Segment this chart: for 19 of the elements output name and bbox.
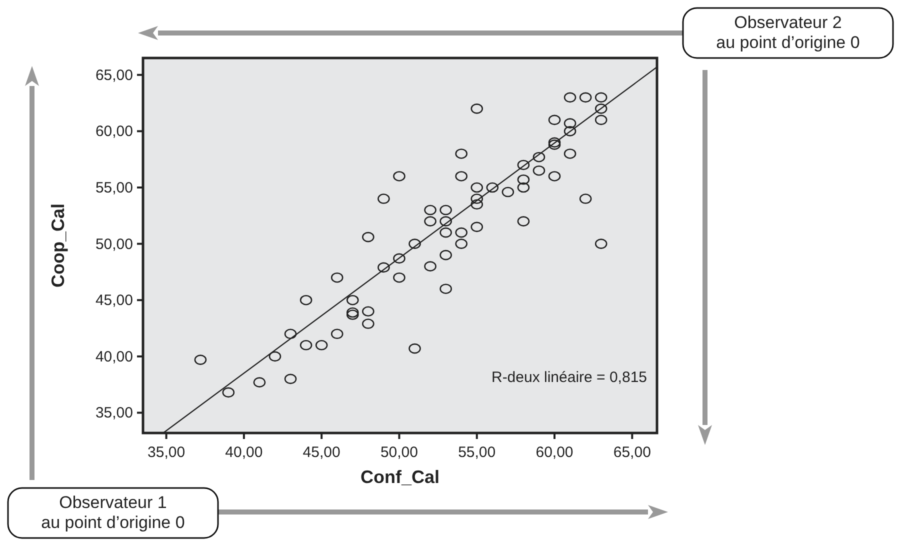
x-tick-label: 65,00 xyxy=(613,444,651,461)
y-tick-label: 50,00 xyxy=(95,236,133,253)
y-tick-label: 55,00 xyxy=(95,180,133,197)
y-tick-label: 60,00 xyxy=(95,123,133,140)
x-axis-title: Conf_Cal xyxy=(360,467,440,487)
x-tick-label: 40,00 xyxy=(225,444,263,461)
x-tick-label: 60,00 xyxy=(536,444,574,461)
text: Observateur 1 au point d’origine 0 xyxy=(41,493,185,532)
text: Observateur 2 au point d’origine 0 xyxy=(716,13,860,52)
y-axis-title: Coop_Cal xyxy=(48,203,68,288)
annotation: R-deux linéaire = 0,815 xyxy=(491,369,647,386)
y-tick-label: 65,00 xyxy=(95,66,133,84)
x-tick-label: 45,00 xyxy=(302,444,340,461)
y-tick-label: 35,00 xyxy=(95,404,133,422)
x-tick-label: 55,00 xyxy=(458,444,496,461)
y-tick-label: 45,00 xyxy=(95,292,133,310)
x-tick-label: 35,00 xyxy=(148,444,186,461)
x-tick-label: 50,00 xyxy=(380,444,418,461)
y-tick-label: 40,00 xyxy=(95,348,133,366)
